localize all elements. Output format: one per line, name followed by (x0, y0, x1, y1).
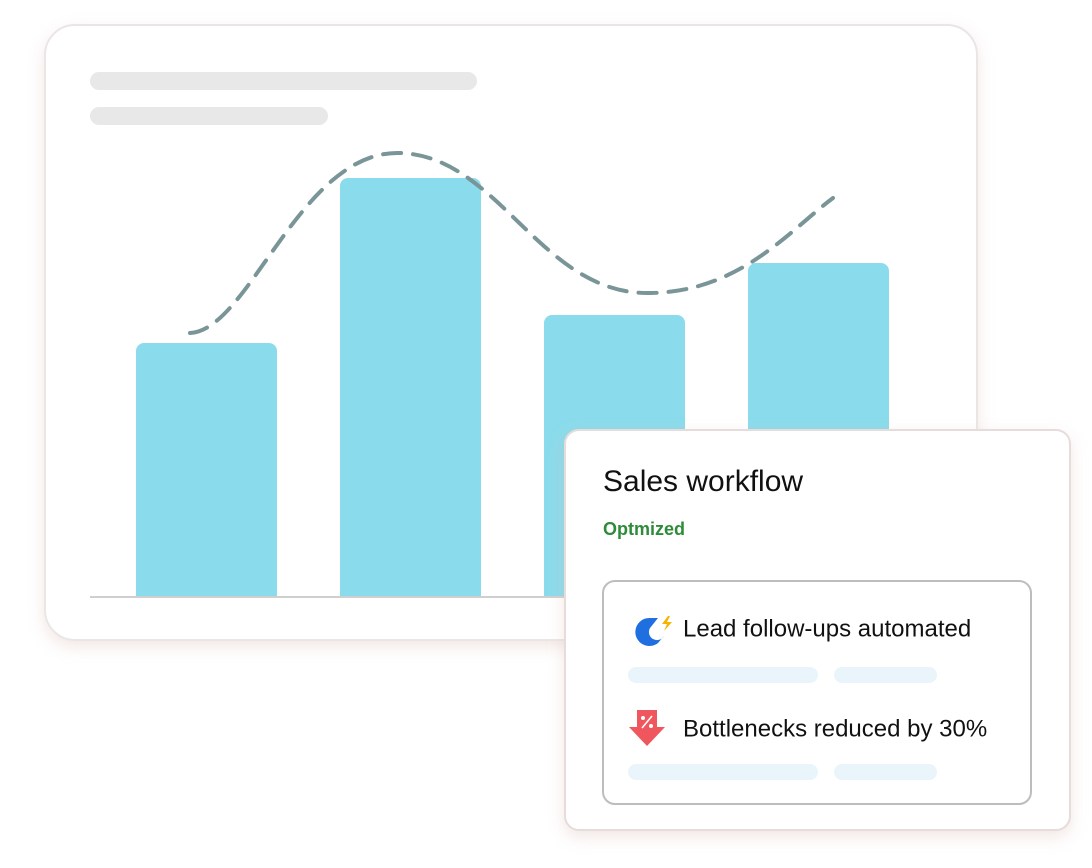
arrow-down-icon (629, 710, 665, 746)
items-box (602, 580, 1032, 805)
skeleton-line (628, 764, 818, 780)
item-label: Lead follow-ups automated (683, 615, 971, 642)
bar (340, 178, 481, 597)
skeleton-line (628, 667, 818, 683)
magnet-icon (635, 616, 672, 646)
card-title: Sales workflow (603, 465, 803, 498)
status-label: Optmized (603, 519, 685, 539)
skeleton-line (834, 764, 937, 780)
skeleton-line (834, 667, 937, 683)
bar (136, 343, 277, 597)
skeleton-line (90, 72, 477, 90)
skeleton-line (90, 107, 328, 125)
trend-line (188, 150, 835, 335)
item-label: Bottlenecks reduced by 30% (683, 715, 987, 742)
